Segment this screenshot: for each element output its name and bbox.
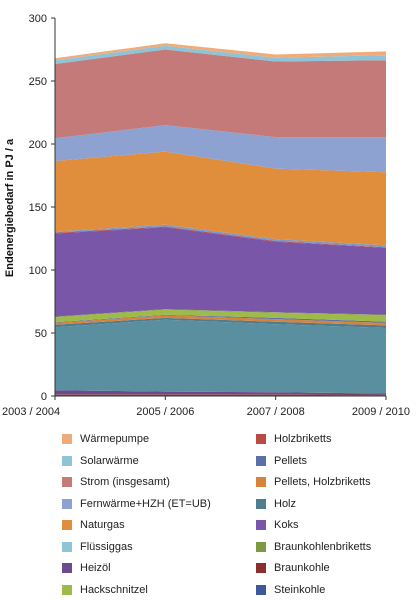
- area-series-9: [55, 227, 386, 317]
- area-series-10: [55, 226, 386, 248]
- x-tick-label: 2005 / 2006: [136, 406, 194, 418]
- y-tick-label: 50: [35, 328, 47, 340]
- area-series-5: [55, 315, 386, 326]
- y-axis-title: Endenergiebedarf in PJ / a: [4, 138, 16, 277]
- area-series-13: [55, 125, 386, 173]
- area-series-14: [55, 49, 386, 139]
- y-tick-label: 0: [41, 391, 47, 403]
- x-tick-label: 2007 / 2008: [247, 406, 305, 418]
- x-tick-label: 2003 / 2004: [2, 406, 60, 418]
- area-series-11: [55, 224, 386, 248]
- y-tick-label: 150: [29, 202, 47, 214]
- y-tick-label: 200: [29, 139, 47, 151]
- y-tick-label: 100: [29, 265, 47, 277]
- x-tick-label: 2009 / 2010: [352, 406, 410, 418]
- area-series-7: [55, 309, 386, 323]
- area-series-1: [55, 394, 386, 396]
- chart-axes: 0 50 100 150 200 250 300 2003 / 2004 2005 / 2006…: [2, 13, 410, 418]
- chart-areas: [55, 43, 386, 396]
- area-series-6: [55, 314, 386, 323]
- y-tick-label: 250: [29, 76, 47, 88]
- y-tick-label: 300: [29, 13, 47, 25]
- area-series-2: [55, 390, 386, 395]
- area-series-4: [55, 317, 386, 328]
- area-series-15: [55, 45, 386, 64]
- area-series-12: [55, 151, 386, 246]
- area-series-8: [55, 309, 386, 318]
- area-series-3: [55, 319, 386, 394]
- area-series-16: [55, 43, 386, 61]
